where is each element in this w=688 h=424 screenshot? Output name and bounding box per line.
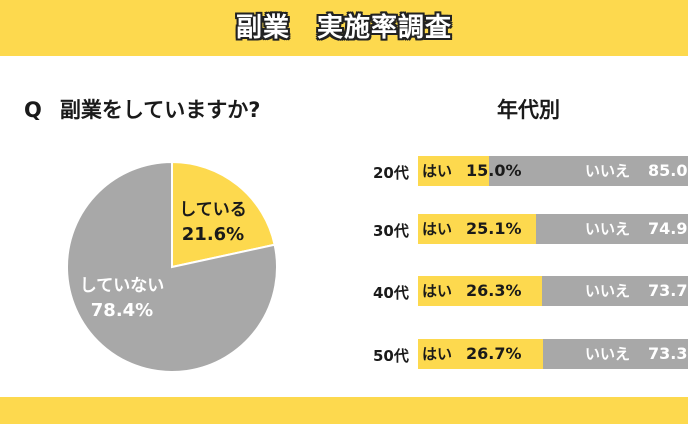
bar-no-value-1: 74.9% [648,219,688,238]
bar-no-label-2: いいえ [585,282,631,300]
bar-no-label-0: いいえ [585,162,631,180]
bar-yes-1 [418,214,536,244]
page-title: 副業 実施率調査 [235,13,452,43]
pie-slice-0 [171,160,276,269]
question-mark: Q [24,98,42,122]
footer-band [0,397,688,424]
bar-yes-value-3: 26.7% [466,344,522,363]
bar-yes-label-3: はい [422,345,453,363]
bar-yes-3 [418,339,544,369]
bar-category-0: 20代 [373,164,409,182]
pie-slice-1 [66,160,278,373]
bar-category-3: 50代 [373,347,409,365]
bar-yes-label-2: はい [422,282,453,300]
bar-row-1: はい 25.1% いいえ 74.9% [418,214,688,244]
bar-no-value-2: 73.7% [648,281,688,300]
bar-yes-2 [418,276,542,306]
bar-no-label-3: いいえ [585,345,631,363]
bar-no-value-0: 85.0% [648,161,688,180]
bar-yes-value-2: 26.3% [466,281,522,300]
bar-row-0: はい 15.0% いいえ 85.0% [418,156,688,186]
pie-value-1: 78.4% [91,300,153,321]
bar-no-label-1: いいえ [585,220,631,238]
bar-row-2: はい 26.3% いいえ 73.7% [418,276,688,306]
bar-chart-title: 年代別 [497,98,560,122]
header-band [0,0,688,56]
bar-yes-value-0: 15.0% [466,161,522,180]
pie-value-0: 21.6% [182,224,244,245]
pie-chart: している 21.6% していない 78.4% [66,160,278,373]
bar-yes-label-0: はい [422,162,453,180]
bar-category-2: 40代 [373,284,409,302]
bar-yes-label-1: はい [422,220,453,238]
bar-row-3: はい 26.7% いいえ 73.3% [418,339,688,369]
bar-category-1: 30代 [373,222,409,240]
bar-yes-value-1: 25.1% [466,219,522,238]
question-text: 副業をしていますか? [59,98,261,122]
pie-label-0: している [179,200,247,220]
bar-no-value-3: 73.3% [648,344,688,363]
pie-label-1: していない [80,276,165,296]
bar-yes-0 [418,156,489,186]
question: Q 副業をしていますか? [24,94,260,124]
